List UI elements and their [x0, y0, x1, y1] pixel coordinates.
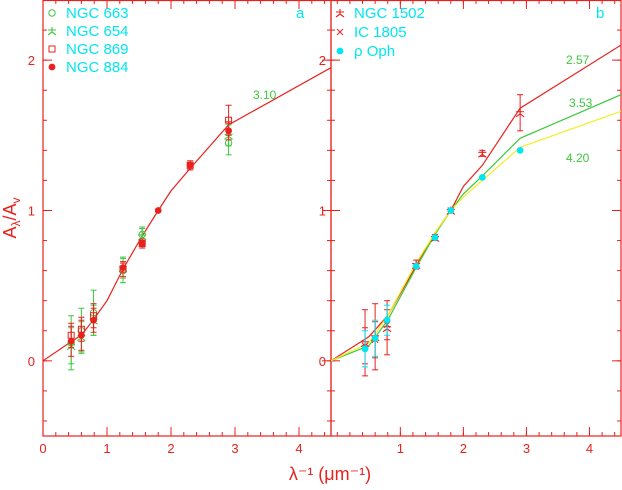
point-marker — [478, 174, 486, 181]
point-marker — [361, 345, 369, 353]
model-curve-rv-2-57 — [331, 44, 621, 362]
point-marker — [67, 337, 75, 345]
point-marker — [47, 27, 57, 36]
y-tick-label: 0 — [319, 354, 326, 369]
point-marker — [335, 9, 345, 18]
x-tick-label: 4 — [586, 441, 593, 456]
legend-entry: IC 1805 — [354, 24, 407, 41]
legend-entry: ρ Oph — [354, 43, 395, 60]
point-marker — [516, 146, 524, 154]
x-tick-label: 2 — [460, 441, 467, 456]
point-marker — [78, 331, 85, 339]
point-marker — [412, 262, 420, 270]
legend-entry: NGC 663 — [66, 5, 129, 22]
model-curve-rv-4-20 — [331, 110, 621, 362]
curve-label: 3.10 — [253, 88, 277, 102]
x-tick-label: 0 — [39, 441, 46, 456]
y-tick-label: 1 — [319, 203, 326, 218]
point-marker — [90, 316, 97, 324]
x-tick-label: 4 — [295, 441, 302, 456]
model-curve-rv-3-53 — [331, 94, 621, 362]
y-tick-label: 2 — [319, 53, 326, 68]
legend-entry: NGC 654 — [66, 23, 129, 40]
model-curve-rv-3-10 — [43, 67, 331, 362]
y-axis-label: Aλ/Av — [0, 197, 23, 238]
point-marker — [225, 127, 233, 135]
point-marker — [336, 28, 344, 36]
point-marker — [186, 161, 194, 169]
x-tick-label: 3 — [231, 441, 238, 456]
y-tick-label: 1 — [28, 203, 35, 218]
x-axis-label: λ⁻¹ (μm⁻¹) — [289, 464, 371, 484]
point-marker — [48, 63, 56, 71]
y-tick-label: 0 — [28, 354, 35, 369]
panel-label: a — [296, 5, 305, 22]
x-tick-label: 1 — [397, 441, 404, 456]
point-marker — [48, 9, 56, 17]
legend-entry: NGC 869 — [66, 41, 129, 58]
point-marker — [137, 232, 147, 241]
point-marker — [447, 207, 455, 214]
point-marker — [477, 149, 487, 158]
x-tick-label: 2 — [167, 441, 174, 456]
curve-label: 3.53 — [569, 96, 593, 110]
curve-label: 4.20 — [566, 151, 590, 165]
point-marker — [119, 264, 127, 272]
x-tick-label: 3 — [523, 441, 530, 456]
curve-label: 2.57 — [566, 53, 590, 67]
point-marker — [371, 334, 379, 342]
panel-b: 1 2 3 4 0 1 2 b 2.57 3.53 4.20 NGC 1502 IC 1805 ρ Oph — [319, 0, 622, 456]
point-marker — [515, 108, 525, 118]
panel-label: b — [596, 5, 604, 22]
point-marker — [383, 316, 391, 324]
point-marker — [336, 47, 344, 55]
point-marker — [154, 207, 162, 214]
legend-entry: NGC 1502 — [354, 5, 425, 22]
point-marker — [138, 240, 146, 247]
point-marker — [431, 234, 439, 241]
point-marker — [48, 45, 56, 53]
legend-entry: NGC 884 — [66, 59, 129, 76]
y-tick-label: 2 — [28, 53, 35, 68]
x-tick-label: 1 — [103, 441, 110, 456]
